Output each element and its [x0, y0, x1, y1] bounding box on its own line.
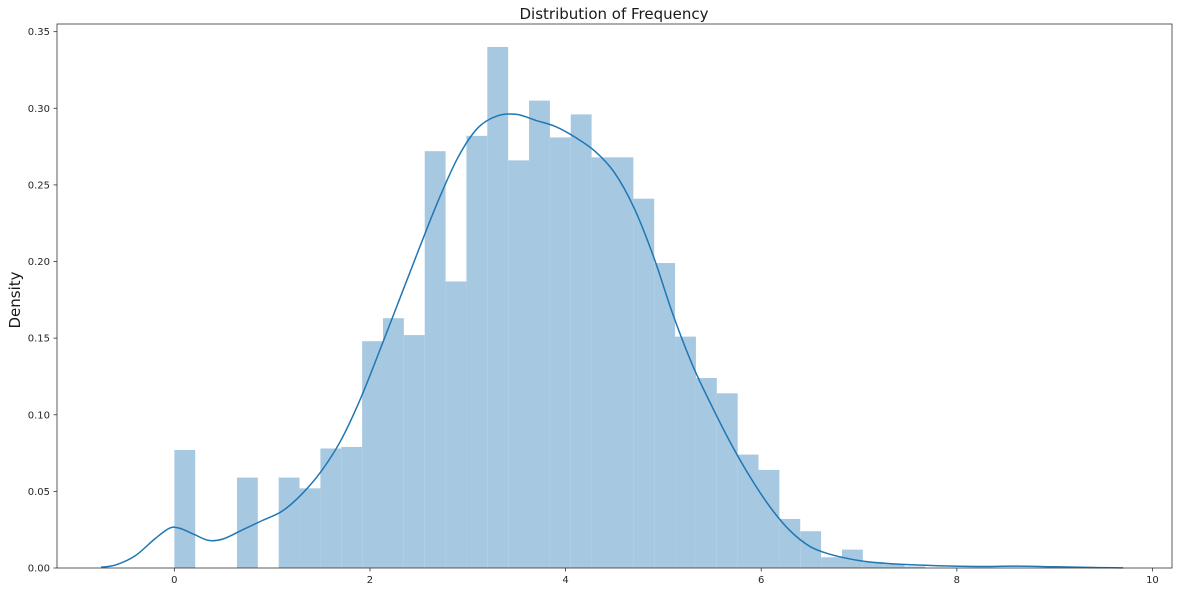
x-tick-label: 2	[367, 575, 373, 586]
y-axis-ticks: 0.00 0.05 0.10 0.15 0.20 0.25 0.30 0.35	[28, 27, 57, 575]
histogram-bar	[716, 393, 738, 568]
y-tick-label: 0.35	[28, 27, 50, 38]
x-tick-label: 8	[954, 575, 960, 586]
y-tick-label: 0.25	[28, 180, 50, 191]
histogram-bar	[737, 454, 759, 568]
histogram-bar	[445, 281, 467, 568]
histogram-bar	[299, 488, 321, 568]
histogram-bar	[341, 446, 363, 568]
histogram-bar	[800, 531, 822, 568]
histogram-bars	[174, 46, 926, 569]
histogram-bar	[821, 557, 842, 568]
y-tick-label: 0.30	[28, 104, 50, 115]
histogram-bar	[466, 135, 488, 569]
histogram-bar	[570, 114, 592, 568]
chart-title: Distribution of Frequency	[520, 5, 709, 23]
histogram-bar	[508, 160, 530, 568]
histogram-bar	[675, 336, 696, 568]
histogram-bar	[758, 469, 780, 568]
histogram-bar	[236, 477, 258, 568]
kde-layer	[100, 113, 1124, 569]
x-tick-label: 4	[562, 575, 568, 586]
histogram-bar	[382, 318, 404, 568]
histogram-bar	[549, 137, 571, 568]
histogram-bar	[862, 561, 884, 568]
plot-area-frame	[56, 23, 1173, 569]
histogram-bar	[403, 335, 425, 568]
histogram-bar	[278, 477, 300, 568]
histogram-bar	[633, 198, 655, 568]
histogram-bar	[654, 263, 676, 568]
histogram-bar	[174, 450, 196, 568]
histogram-bar	[695, 377, 717, 568]
histogram-bar	[362, 341, 383, 568]
y-tick-label: 0.15	[28, 334, 50, 345]
histogram-bar	[779, 518, 801, 568]
histogram-bar	[591, 157, 613, 568]
y-tick-label: 0.05	[28, 487, 50, 498]
histogram-bar	[320, 448, 342, 568]
x-tick-label: 6	[758, 575, 764, 586]
histogram-bar	[904, 566, 926, 568]
kde-curve	[100, 113, 1124, 569]
x-tick-label: 10	[1146, 575, 1159, 586]
histogram-bar	[883, 564, 905, 568]
y-tick-label: 0.10	[28, 410, 50, 421]
x-tick-label: 0	[171, 575, 177, 586]
histogram-bar	[529, 100, 550, 569]
y-axis-label: Density	[6, 271, 24, 328]
y-tick-label: 0.00	[28, 564, 50, 575]
x-axis-ticks: 0 2 4 6 8 10	[171, 568, 1159, 586]
histogram-bar	[424, 151, 446, 568]
histogram-bar	[612, 157, 634, 568]
y-tick-label: 0.20	[28, 257, 50, 268]
histogram-bar	[487, 46, 509, 569]
